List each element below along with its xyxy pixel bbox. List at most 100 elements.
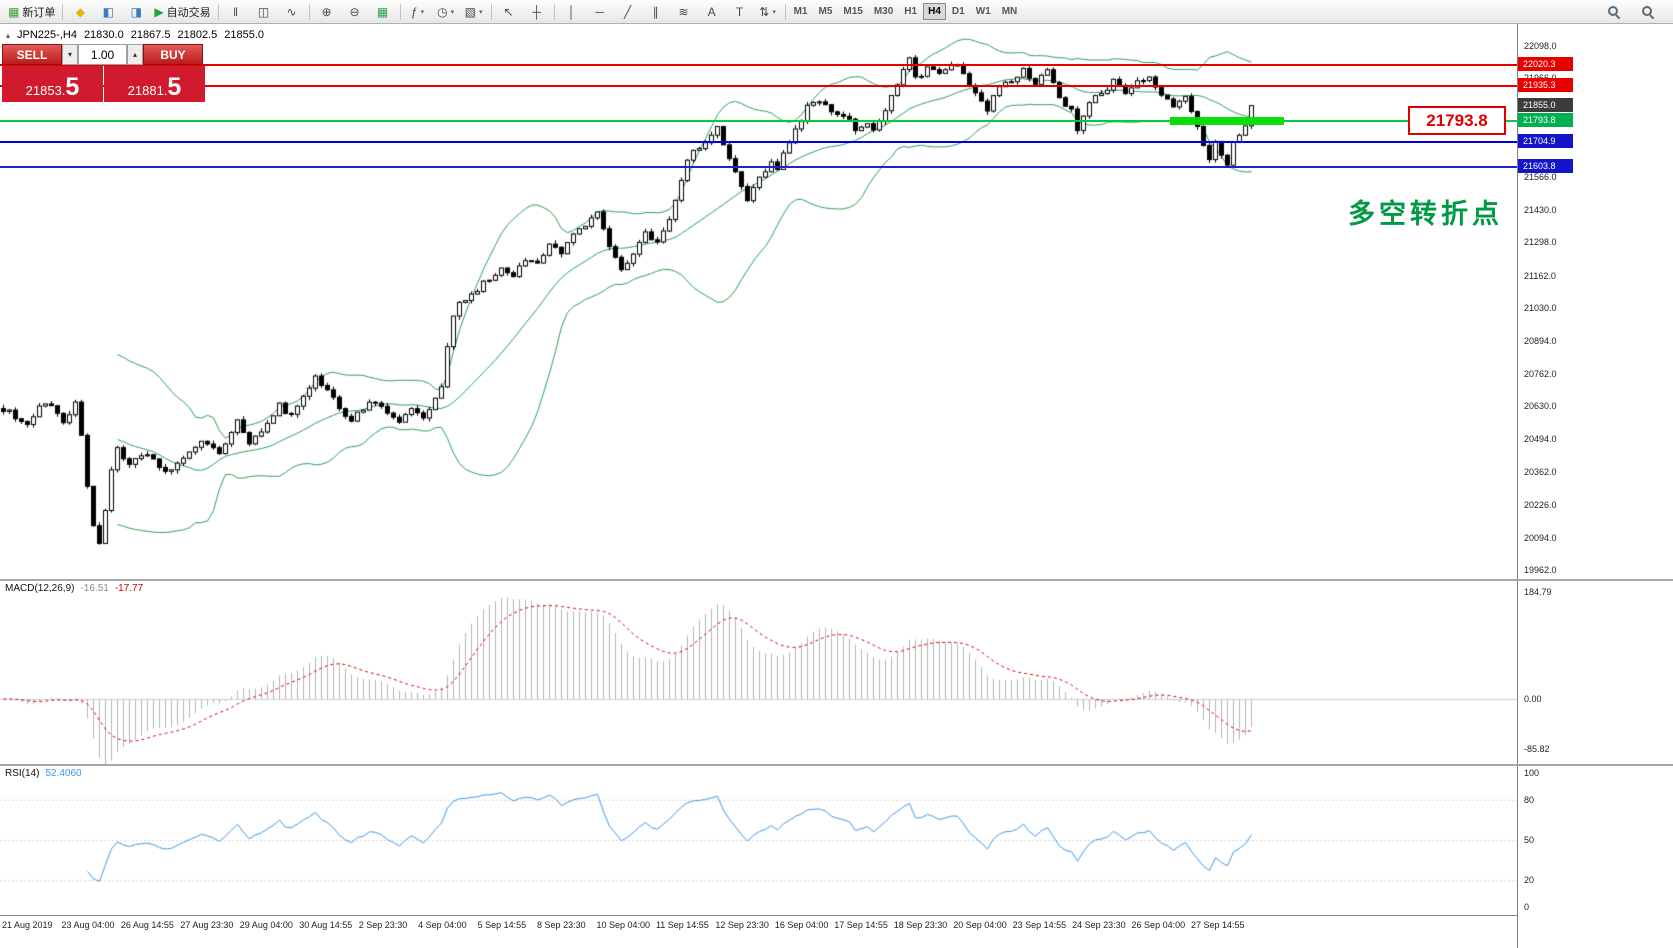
timeframe-M30[interactable]: M30	[873, 6, 894, 17]
trade-controls-row: SELL ▾ ▴ BUY	[2, 44, 205, 65]
rsi-tick-label: 80	[1524, 794, 1535, 805]
label-icon[interactable]: T	[726, 1, 754, 23]
periods-icon: ◷	[437, 4, 448, 19]
sell-button[interactable]: SELL	[2, 44, 62, 65]
volume-decrease-button[interactable]: ▾	[62, 44, 78, 65]
channel-icon[interactable]: ∥	[642, 1, 670, 23]
dropdown-arrow-icon: ▾	[420, 8, 425, 16]
market-watch-icon: ◧	[102, 4, 115, 19]
macd-label: MACD(12,26,9) -16.51 -17.77	[5, 583, 143, 594]
search-button[interactable]	[1599, 1, 1627, 23]
horizontal-line-icon: ─	[595, 4, 604, 19]
candlestick-chart-icon[interactable]: ◫	[250, 1, 278, 23]
autotrading-button[interactable]: ▶ 自动交易	[150, 1, 214, 23]
price-tick-label: 20494.0	[1524, 434, 1557, 445]
pane-separator[interactable]	[0, 764, 1673, 766]
channel-icon: ∥	[652, 4, 659, 19]
ohlc-open: 21830.0	[83, 29, 124, 41]
pane-separator[interactable]	[0, 579, 1673, 581]
chinese-annotation[interactable]: 多空转折点	[1348, 199, 1503, 229]
volume-input[interactable]	[78, 44, 127, 65]
bar-chart-icon[interactable]: ǁ	[222, 1, 250, 23]
timeframe-H1[interactable]: H1	[904, 6, 918, 17]
label-icon: T	[735, 4, 744, 19]
new-order-icon: ▦	[8, 4, 20, 19]
sell-price-display[interactable]: 21853. 5	[2, 66, 103, 102]
toolbar-separator	[217, 3, 219, 20]
zoom-out-icon[interactable]: ⊖	[341, 1, 369, 23]
vertical-line-icon[interactable]: │	[558, 1, 586, 23]
advanced-search-button[interactable]	[1633, 1, 1661, 23]
support-line-1[interactable]	[0, 141, 1517, 143]
resistance-line-1[interactable]	[0, 64, 1517, 66]
advanced-search-icon	[1641, 5, 1654, 18]
time-tick-label: 18 Sep 23:30	[893, 920, 948, 930]
time-tick-label: 4 Sep 04:00	[418, 920, 467, 930]
support-zone-highlight[interactable]	[1170, 117, 1284, 125]
buy-price-display[interactable]: 21881. 5	[104, 66, 205, 102]
timeframe-M1[interactable]: M1	[793, 6, 808, 17]
horizontal-line-icon[interactable]: ─	[586, 1, 614, 23]
rsi-tick-label: 20	[1524, 875, 1535, 886]
price-chart-canvas[interactable]	[0, 24, 1517, 580]
tile-windows-icon[interactable]: ▦	[369, 1, 397, 23]
resistance-badge-1: 22020.3	[1518, 57, 1573, 72]
support-line-2[interactable]	[0, 166, 1517, 168]
data-window-icon[interactable]: ◨	[122, 1, 150, 23]
price-tick-label: 19962.0	[1524, 565, 1557, 575]
volume-increase-button[interactable]: ▴	[127, 44, 143, 65]
macd-canvas[interactable]	[0, 580, 1517, 765]
time-tick-label: 23 Aug 04:00	[61, 920, 115, 930]
resistance-line-2[interactable]	[0, 85, 1517, 87]
chart-ohlc-header: ▴ JPN225-,H4 21830.0 21867.5 21802.5 218…	[6, 29, 264, 41]
rsi-label: RSI(14) 52.4060	[5, 768, 82, 779]
new-order-button-label: 新订单	[22, 6, 56, 19]
timeframe-M15[interactable]: M15	[843, 6, 863, 17]
fibonacci-icon[interactable]: ≋	[670, 1, 698, 23]
timeframe-group: M1 M5 M15 M30 H1 H4 D1 W1 MN	[789, 3, 1023, 20]
trade-prices-row: 21853. 5 21881. 5	[2, 66, 205, 102]
time-tick-label: 2 Sep 23:30	[358, 920, 408, 930]
text-icon[interactable]: A	[698, 1, 726, 23]
time-tick-label: 17 Sep 14:55	[834, 920, 888, 930]
price-axis[interactable]: 22098.021966.021566.021430.021298.021162…	[1517, 24, 1673, 948]
trendline-icon[interactable]: ╱	[614, 1, 642, 23]
periods-icon[interactable]: ◷ ▾	[432, 1, 460, 23]
timeframe-H4[interactable]: H4	[923, 3, 946, 20]
line-chart-icon: ∿	[286, 4, 297, 19]
rsi-tick-label: 50	[1524, 835, 1535, 845]
time-axis[interactable]: 21 Aug 2019 23 Aug 04:00 26 Aug 14:55 27 Au…	[0, 915, 1517, 948]
rsi-name: RSI(14)	[5, 768, 40, 779]
zoom-out-icon: ⊖	[349, 4, 360, 19]
timeframe-M5[interactable]: M5	[818, 6, 833, 17]
new-order-button[interactable]: ▦ 新订单	[4, 1, 59, 23]
zoom-in-icon[interactable]: ⊕	[313, 1, 341, 23]
market-watch-icon[interactable]: ◧	[94, 1, 122, 23]
indicators-icon[interactable]: ƒ ▾	[404, 1, 432, 23]
time-tick-label: 26 Sep 04:00	[1131, 920, 1186, 930]
arrows-icon[interactable]: ⇅ ▾	[754, 1, 782, 23]
rsi-value: 52.4060	[45, 768, 82, 779]
ohlc-close: 21855.0	[224, 29, 264, 41]
crosshair-icon: ┼	[532, 4, 541, 19]
templates-icon[interactable]: ▧ ▾	[460, 1, 488, 23]
timeframe-D1[interactable]: D1	[951, 6, 965, 17]
time-tick-label: 21 Aug 2019	[2, 920, 53, 930]
pivot-line[interactable]	[0, 120, 1517, 122]
cursor-icon[interactable]: ↖	[495, 1, 523, 23]
price-callout[interactable]: 21793.8	[1408, 106, 1506, 135]
pivot-badge: 21793.8	[1518, 112, 1573, 127]
buy-button[interactable]: BUY	[143, 44, 203, 65]
arrows-icon: ⇅	[759, 4, 770, 19]
cursor-icon: ↖	[503, 4, 514, 19]
timeframe-W1[interactable]: W1	[975, 6, 991, 17]
rsi-canvas[interactable]	[0, 765, 1517, 915]
line-chart-icon[interactable]: ∿	[278, 1, 306, 23]
chart-symbol-icon: ▴	[6, 30, 11, 40]
price-tick-label: 21430.0	[1524, 204, 1557, 215]
timeframe-MN[interactable]: MN	[1001, 6, 1018, 17]
favorites-icon[interactable]: ◆	[66, 1, 94, 23]
crosshair-icon[interactable]: ┼	[523, 1, 551, 23]
toolbar-separator	[553, 3, 555, 20]
